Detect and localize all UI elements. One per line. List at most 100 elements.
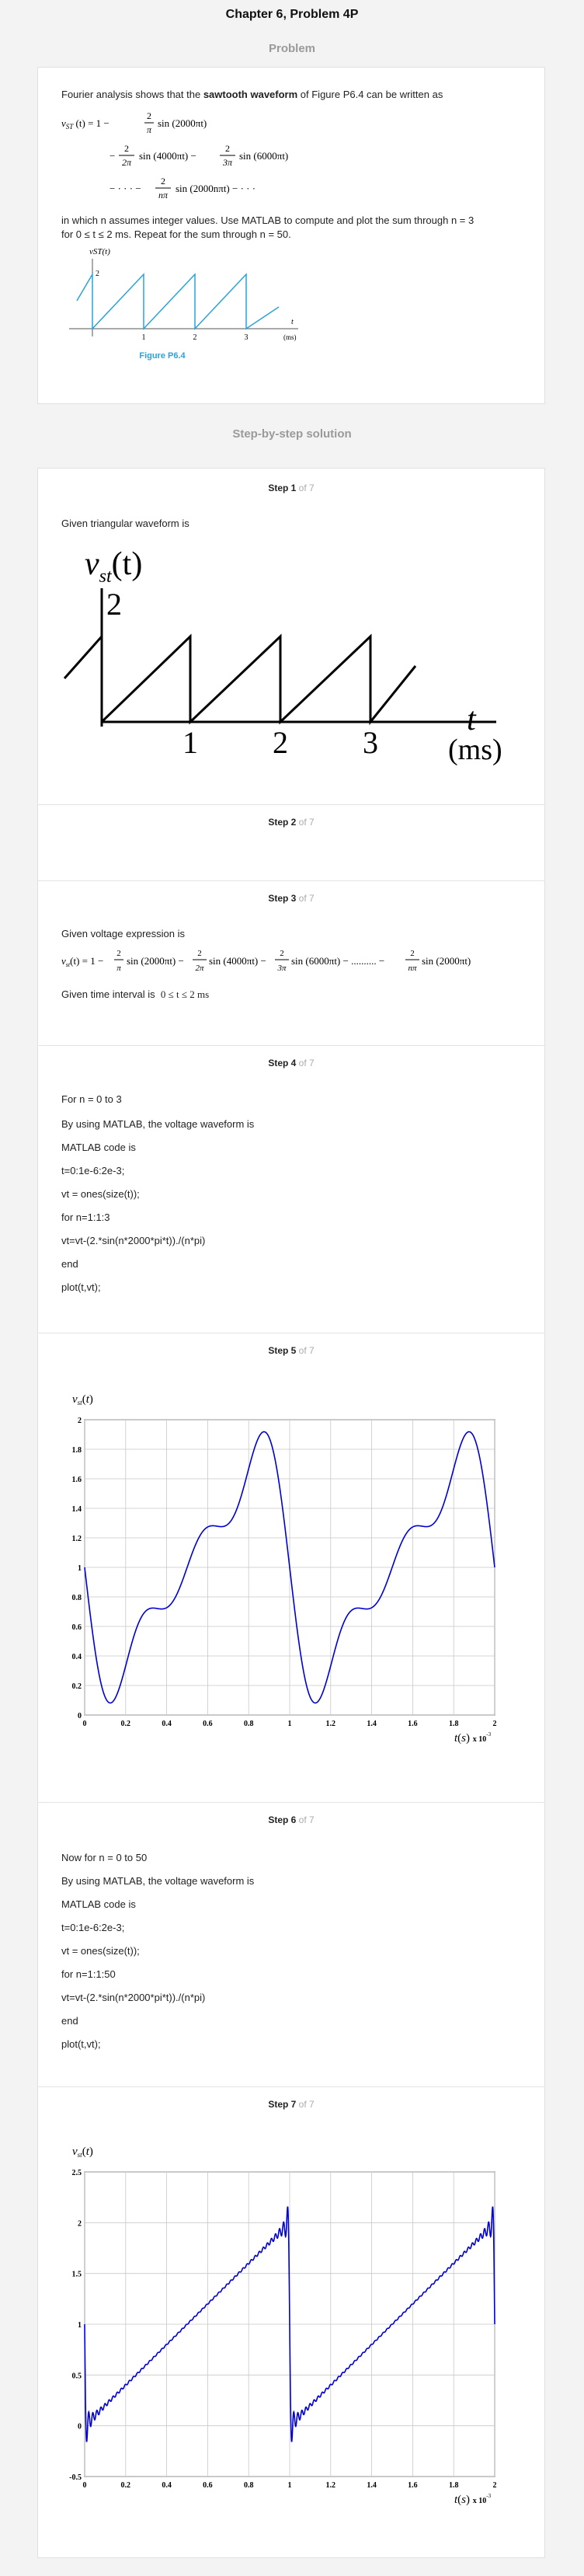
x-tick-label: 0.6 — [203, 1720, 213, 1728]
figure-caption: Figure P6.4 — [139, 351, 186, 361]
svg-text:2: 2 — [225, 143, 230, 154]
eq-l3: sin (2000nπt) − · · · — [176, 183, 255, 194]
step-7-header: Step 7 of 7 — [268, 2099, 315, 2110]
y-tick-label: 0.4 — [72, 1653, 82, 1661]
fig-tick-2: 2 — [193, 333, 197, 342]
svg-text:2π: 2π — [122, 157, 132, 168]
step-6-header: Step 6 of 7 — [268, 1814, 315, 1825]
step-3-interval: Given time interval is 0 ≤ t ≤ 2 ms — [61, 988, 210, 1000]
y-tick-label: 1.2 — [72, 1535, 82, 1543]
svg-text:3π: 3π — [222, 157, 233, 168]
svg-text:2: 2 — [280, 949, 284, 958]
x-tick-label: 1.8 — [449, 2481, 459, 2490]
y-tick-label: 1 — [78, 1564, 82, 1573]
svg-text:sin (2000πt) −: sin (2000πt) − — [127, 955, 184, 967]
step-4-line-9: plot(t,vt); — [61, 1281, 101, 1293]
step-4-line-3: MATLAB code is — [61, 1142, 136, 1153]
svg-text:π: π — [116, 964, 121, 973]
y-tick-label: 0 — [78, 2423, 82, 2431]
x-tick-label: 1 — [288, 1720, 292, 1728]
svg-text:−: − — [110, 150, 115, 162]
step-1-text: Given triangular waveform is — [61, 518, 189, 529]
y-tick-label: 0 — [78, 1712, 82, 1720]
step-1-figure: vst(t) 2 1 2 3 t (ms) — [63, 546, 502, 766]
eq-l2a: sin (4000πt) − — [139, 150, 196, 162]
y-tick-label: 1.5 — [72, 2271, 82, 2279]
svg-text:2π: 2π — [195, 964, 204, 973]
svg-text:sin (4000πt) −: sin (4000πt) − — [209, 955, 266, 967]
fig-ylabel: vST(t) — [89, 247, 110, 256]
page-title: Chapter 6, Problem 4P — [225, 8, 359, 21]
y-tick-label: 1.6 — [72, 1476, 82, 1484]
svg-text:sin (6000πt) − .......... −: sin (6000πt) − .......... − — [291, 955, 384, 967]
step1-tick-3: 3 — [363, 725, 378, 760]
series-line — [84, 2206, 495, 2442]
problem-heading: Problem — [268, 42, 315, 55]
x-tick-label: 0.4 — [162, 2481, 172, 2490]
step-6-line-9: plot(t,vt); — [61, 2038, 101, 2050]
step-2-header: Step 2 of 7 — [268, 817, 315, 828]
y-tick-label: 0.8 — [72, 1594, 82, 1602]
step-6-line-4: t=0:1e-6:2e-3; — [61, 1922, 125, 1933]
y-tick-label: 0.2 — [72, 1682, 82, 1691]
step-3-equation: vst(t) = 1 − 2π sin (2000πt) − 22π sin (… — [61, 949, 471, 973]
y-tick-label: -0.5 — [69, 2473, 82, 2482]
problem-intro: Fourier analysis shows that the sawtooth… — [61, 88, 443, 102]
fig-two: 2 — [96, 270, 99, 278]
step-5-header: Step 5 of 7 — [268, 1345, 315, 1356]
step-4-line-1: For n = 0 to 3 — [61, 1093, 122, 1105]
problem-body-2: for 0 ≤ t ≤ 2 ms. Repeat for the sum thr… — [61, 228, 291, 240]
y-tick-label: 1.4 — [72, 1505, 82, 1514]
intro-bold: sawtooth waveform — [203, 89, 298, 100]
svg-text:nπ: nπ — [158, 190, 169, 200]
step-4-line-2: By using MATLAB, the voltage waveform is — [61, 1118, 255, 1130]
x-tick-label: 2 — [493, 1720, 497, 1728]
x-tick-label: 2 — [493, 2481, 497, 2490]
step1-ylabel: vst(t) — [85, 546, 142, 587]
step1-unit: (ms) — [448, 734, 502, 766]
svg-text:2: 2 — [124, 143, 129, 154]
fig-t: t — [291, 318, 294, 326]
x-axis-label: t(s) x 10-3 — [454, 1731, 492, 1745]
fig-tick-3: 3 — [245, 333, 249, 342]
svg-text:π: π — [147, 124, 152, 135]
eq-l2b: sin (6000πt) — [239, 150, 288, 162]
problem-body-1: in which n assumes integer values. Use M… — [61, 214, 474, 226]
step-4-line-8: end — [61, 1258, 78, 1270]
step-4-line-4: t=0:1e-6:2e-3; — [61, 1165, 125, 1176]
step-6-line-8: end — [61, 2015, 78, 2027]
step-1-header: Step 1 of 7 — [268, 483, 315, 493]
fig-unit: (ms) — [283, 333, 297, 341]
fig-tick-1: 1 — [142, 333, 146, 342]
x-tick-label: 1.6 — [408, 2481, 418, 2490]
x-tick-label: 1.2 — [326, 2481, 336, 2490]
eq-l1: sin (2000πt) — [158, 117, 207, 129]
step-7-chart: 0 0.2 0.4 0.6 0.8 1 1.2 1.4 1.6 1.8 2-0.500.511.52… — [69, 2146, 497, 2506]
eq-lhs: vST (t) = 1 − — [61, 117, 110, 131]
y-tick-label: 2.5 — [72, 2169, 82, 2177]
step-4-line-7: vt=vt-(2.*sin(n*2000*pi*t))./(n*pi) — [61, 1235, 206, 1246]
y-tick-label: 2 — [78, 2219, 82, 2228]
solution-card: Step 1 of 7 Given triangular waveform is… — [37, 468, 545, 2558]
x-tick-label: 1 — [288, 2481, 292, 2490]
solution-heading: Step-by-step solution — [232, 427, 352, 441]
svg-text:2: 2 — [116, 949, 121, 958]
problem-card: Fourier analysis shows that the sawtooth… — [37, 67, 545, 404]
step1-t: t — [467, 702, 477, 737]
y-tick-label: 1.8 — [72, 1446, 82, 1455]
step-3-text: Given voltage expression is — [61, 928, 185, 939]
x-tick-label: 1.8 — [449, 1720, 459, 1728]
x-tick-label: 0.4 — [162, 1720, 172, 1728]
step1-two: 2 — [106, 587, 122, 622]
step-6-line-3: MATLAB code is — [61, 1898, 136, 1910]
step-5-chart: 0 0.2 0.4 0.6 0.8 1 1.2 1.4 1.6 1.8 2 0 0.2 0.4 0.6 0.8… — [72, 1393, 497, 1745]
y-axis-label: vst(t) — [72, 1393, 93, 1407]
svg-text:nπ: nπ — [408, 964, 417, 973]
y-axis-label: vst(t) — [72, 2146, 93, 2159]
svg-text:2: 2 — [161, 176, 165, 186]
step1-tick-2: 2 — [273, 725, 288, 760]
step-6-line-1: Now for n = 0 to 50 — [61, 1852, 148, 1863]
svg-text:− · · · −: − · · · − — [110, 183, 141, 194]
step-4-line-6: for n=1:1:3 — [61, 1211, 110, 1223]
y-tick-label: 1 — [78, 2321, 82, 2330]
